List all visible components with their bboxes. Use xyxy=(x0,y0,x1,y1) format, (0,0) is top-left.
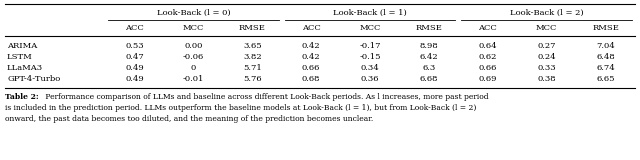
Text: -0.17: -0.17 xyxy=(359,42,381,50)
Text: MCC: MCC xyxy=(536,24,557,32)
Text: RMSE: RMSE xyxy=(415,24,442,32)
Text: RMSE: RMSE xyxy=(239,24,266,32)
Text: -0.15: -0.15 xyxy=(359,53,381,61)
Text: 0.42: 0.42 xyxy=(302,42,321,50)
Text: LSTM: LSTM xyxy=(7,53,33,61)
Text: 6.74: 6.74 xyxy=(596,64,615,72)
Text: 7.04: 7.04 xyxy=(596,42,615,50)
Text: 0.53: 0.53 xyxy=(125,42,144,50)
Text: Look-Back (l = 0): Look-Back (l = 0) xyxy=(157,9,230,17)
Text: 3.82: 3.82 xyxy=(243,53,262,61)
Text: 0.49: 0.49 xyxy=(125,75,144,83)
Text: 0.27: 0.27 xyxy=(538,42,556,50)
Text: 0.34: 0.34 xyxy=(360,64,380,72)
Text: 6.3: 6.3 xyxy=(422,64,435,72)
Text: 5.76: 5.76 xyxy=(243,75,262,83)
Text: -0.06: -0.06 xyxy=(182,53,204,61)
Text: 6.68: 6.68 xyxy=(420,75,438,83)
Text: RMSE: RMSE xyxy=(592,24,619,32)
Text: 0: 0 xyxy=(191,64,196,72)
Text: GPT-4-Turbo: GPT-4-Turbo xyxy=(7,75,60,83)
Text: 0.33: 0.33 xyxy=(538,64,556,72)
Text: 6.42: 6.42 xyxy=(420,53,438,61)
Text: -0.01: -0.01 xyxy=(182,75,204,83)
Text: 0.49: 0.49 xyxy=(125,64,144,72)
Text: 8.98: 8.98 xyxy=(419,42,438,50)
Text: ACC: ACC xyxy=(125,24,144,32)
Text: LLaMA3: LLaMA3 xyxy=(7,64,43,72)
Text: Table 2:: Table 2: xyxy=(5,93,39,101)
Text: 0.69: 0.69 xyxy=(479,75,497,83)
Text: 5.71: 5.71 xyxy=(243,64,262,72)
Text: ACC: ACC xyxy=(301,24,321,32)
Text: 0.64: 0.64 xyxy=(479,42,497,50)
Text: 0.24: 0.24 xyxy=(538,53,556,61)
Text: 0.42: 0.42 xyxy=(302,53,321,61)
Text: MCC: MCC xyxy=(359,24,381,32)
Text: Look-Back (l = 1): Look-Back (l = 1) xyxy=(333,9,407,17)
Text: 0.66: 0.66 xyxy=(302,64,320,72)
Text: ACC: ACC xyxy=(479,24,497,32)
Text: 6.48: 6.48 xyxy=(596,53,615,61)
Text: 0.66: 0.66 xyxy=(479,64,497,72)
Text: onward, the past data becomes too diluted, and the meaning of the prediction bec: onward, the past data becomes too dilute… xyxy=(5,115,373,123)
Text: Performance comparison of LLMs and baseline across different Look-Back periods. : Performance comparison of LLMs and basel… xyxy=(43,93,488,101)
Text: 0.68: 0.68 xyxy=(302,75,321,83)
Text: 0.38: 0.38 xyxy=(538,75,556,83)
Text: 0.47: 0.47 xyxy=(125,53,144,61)
Text: Look-Back (l = 2): Look-Back (l = 2) xyxy=(510,9,584,17)
Text: 0.62: 0.62 xyxy=(479,53,497,61)
Text: is included in the prediction period. LLMs outperform the baseline models at Loo: is included in the prediction period. LL… xyxy=(5,104,476,112)
Text: 3.65: 3.65 xyxy=(243,42,262,50)
Text: ARIMA: ARIMA xyxy=(7,42,37,50)
Text: 6.65: 6.65 xyxy=(596,75,615,83)
Text: 0.36: 0.36 xyxy=(361,75,380,83)
Text: 0.00: 0.00 xyxy=(184,42,202,50)
Text: MCC: MCC xyxy=(182,24,204,32)
